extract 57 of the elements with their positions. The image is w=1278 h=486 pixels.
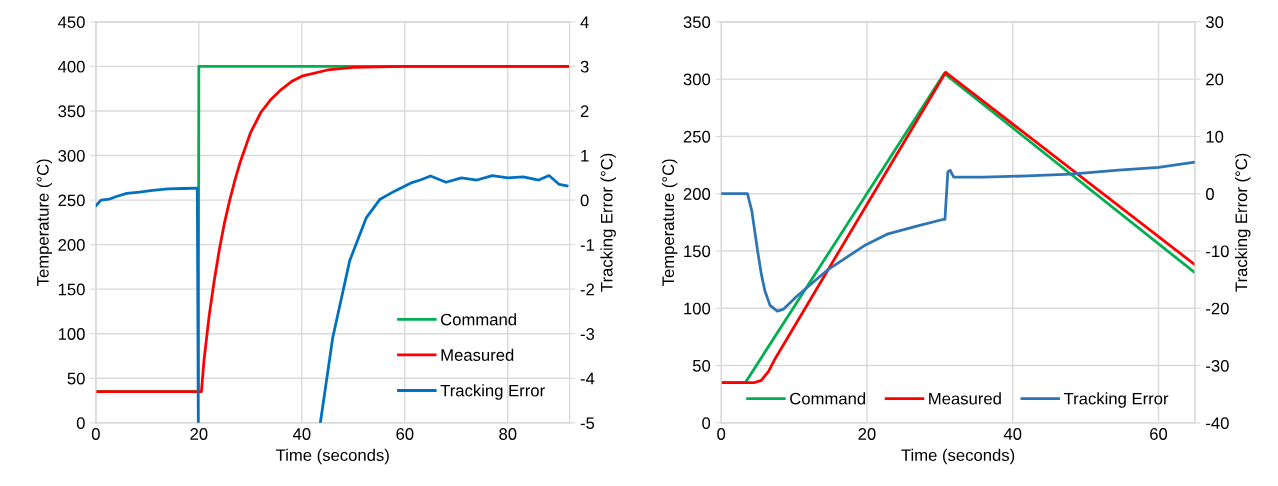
y2-tick-label: -5 (580, 417, 595, 430)
y-tick-label: 400 (58, 60, 85, 73)
y2-tick-label: -30 (1206, 359, 1229, 372)
y2-tick-label: 0 (580, 194, 589, 207)
y2-tick-label: -4 (580, 372, 595, 385)
x-tick-label: 20 (858, 428, 876, 440)
y-tick-label: 150 (58, 283, 85, 296)
y2-axis-title: Tracking Error (°C) (1234, 153, 1251, 292)
y-tick-label: 300 (58, 149, 85, 162)
y-tick-label: 200 (58, 239, 85, 251)
legend-label: Command (441, 313, 516, 326)
y2-tick-label: -1 (580, 239, 595, 251)
y2-tick-label: 10 (1206, 130, 1224, 143)
x-tick-label: 60 (396, 428, 414, 440)
y2-tick-label: 20 (1206, 73, 1224, 86)
x-tick-label: 60 (1150, 428, 1168, 440)
y2-tick-label: -2 (580, 283, 594, 296)
y2-tick-label: 3 (580, 60, 589, 73)
y-axis-title: Temperature (°C) (36, 159, 53, 286)
legend-label: Tracking Error (1063, 392, 1169, 408)
y2-tick-label: 30 (1205, 16, 1224, 29)
y2-tick-label: -3 (580, 328, 595, 340)
legend-label: Measured (441, 348, 514, 361)
x-axis-title: Time (seconds) (275, 448, 389, 465)
y2-tick-label: 1 (581, 150, 589, 162)
y2-tick-label: 4 (580, 16, 589, 28)
y-tick-label: 0 (702, 417, 711, 430)
y-tick-label: 50 (692, 359, 711, 372)
y-tick-label: 100 (58, 328, 85, 340)
y2-tick-label: -10 (1206, 245, 1229, 258)
x-tick-label: 40 (1003, 428, 1022, 440)
y2-axis-title: Tracking Error (°C) (600, 153, 616, 292)
y-tick-label: 350 (683, 16, 711, 29)
x-tick-label: 80 (499, 428, 517, 440)
y2-tick-label: -40 (1206, 417, 1229, 430)
legend-label: Measured (929, 392, 1001, 405)
x-tick-label: 40 (292, 428, 311, 440)
y-tick-label: 350 (58, 105, 85, 118)
y2-tick-label: -20 (1206, 302, 1229, 315)
y-tick-label: 100 (684, 302, 711, 315)
y2-tick-label: 0 (1206, 188, 1214, 200)
legend-label: Command (790, 392, 866, 405)
legend-label: Tracking Error (440, 384, 545, 400)
y-tick-label: 150 (684, 245, 711, 258)
y-tick-label: 300 (683, 73, 711, 86)
x-tick-label: 0 (717, 428, 726, 440)
y-tick-label: 250 (683, 130, 711, 143)
y-tick-label: 200 (683, 188, 711, 200)
y-tick-label: 50 (67, 372, 85, 385)
x-tick-label: 20 (190, 428, 208, 440)
y-tick-label: 0 (76, 417, 85, 430)
y-axis-title: Temperature (°C) (661, 159, 678, 286)
x-axis-title: Time (seconds) (901, 448, 1015, 465)
y-tick-label: 250 (58, 194, 85, 207)
y-tick-label: 450 (58, 16, 85, 29)
y2-tick-label: 2 (580, 105, 589, 118)
x-tick-label: 0 (91, 428, 100, 440)
